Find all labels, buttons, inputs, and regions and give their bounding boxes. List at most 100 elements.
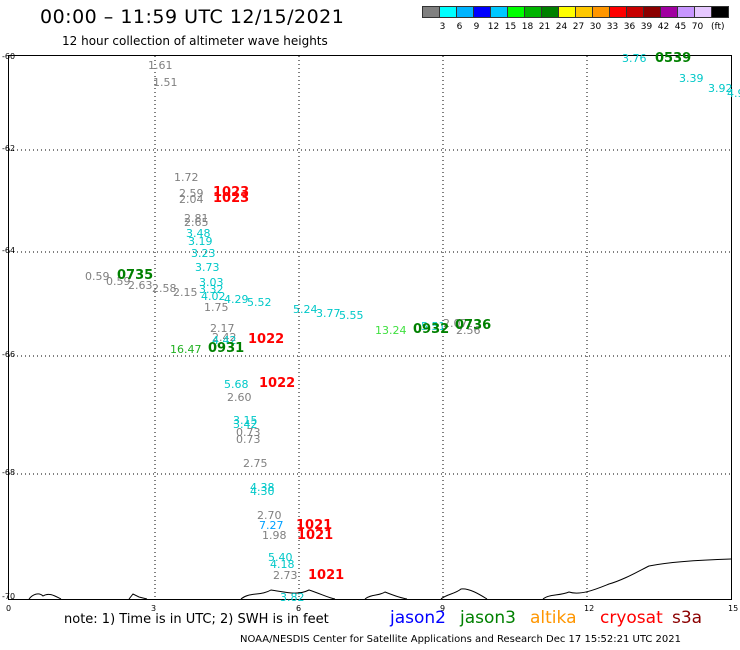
legend-swatch: [643, 6, 661, 18]
wave-height-label: 3.77: [316, 307, 341, 320]
wave-height-label: 3.19: [188, 235, 213, 248]
legend-swatch: [694, 6, 712, 18]
wave-height-label: 2.63: [128, 279, 153, 292]
wave-height-label: 5.52: [247, 296, 272, 309]
lat-label: -70: [2, 592, 16, 601]
legend-label: 27: [572, 22, 585, 32]
wave-height-label: 2.42: [212, 331, 237, 344]
wave-height-label: 3.92: [708, 82, 733, 95]
wave-height-label: 3.73: [195, 261, 220, 274]
legend-swatch: [541, 6, 559, 18]
legend-swatch: [609, 6, 627, 18]
footer-note: note: 1) Time is in UTC; 2) SWH is in fe…: [64, 612, 329, 627]
legend-swatch: [558, 6, 576, 18]
legend-label: 15: [504, 22, 517, 32]
wave-height-label: 0.73: [236, 426, 261, 439]
page-title: 00:00 – 11:59 UTC 12/15/2021: [40, 6, 345, 28]
wave-height-label: 2.04: [179, 193, 204, 206]
wave-height-label: 5.24: [293, 303, 318, 316]
legend-swatch: [711, 6, 729, 18]
credit-line: NOAA/NESDIS Center for Satellite Applica…: [240, 634, 682, 645]
wave-height-label: 5.68: [224, 378, 249, 391]
color-scale-legend: [422, 6, 729, 18]
wave-height-label: 3.23: [191, 247, 216, 260]
legend-swatch: [677, 6, 695, 18]
wave-height-label: 2.70: [257, 509, 282, 522]
lat-label: -64: [2, 246, 16, 255]
wave-height-label: 4.18: [270, 558, 295, 571]
wave-height-label: 2.56: [456, 324, 481, 337]
pass-time-label: 1021: [296, 518, 333, 533]
wave-height-label: 2.73: [273, 569, 298, 582]
pass-time-label: 0539: [655, 51, 692, 66]
lon-label: 0: [6, 604, 12, 613]
wave-height-label: 3.82: [280, 591, 305, 604]
satellite-jason3: jason3: [460, 608, 516, 628]
wave-height-label: 2.59: [179, 187, 204, 200]
legend-label: 70: [691, 22, 704, 32]
legend-label: 9: [473, 22, 480, 32]
legend-swatch: [473, 6, 491, 18]
wave-height-label: 2.17: [210, 322, 235, 335]
wave-height-label: 1.98: [262, 529, 287, 542]
wave-height-label: 3.03: [199, 276, 224, 289]
legend-label: 33: [606, 22, 619, 32]
legend-swatch: [456, 6, 474, 18]
lon-label: 6: [296, 604, 302, 613]
wave-height-label: 3.15: [233, 414, 258, 427]
pass-time-label: 0735: [117, 268, 154, 283]
pass-time-label: 1021: [308, 568, 345, 583]
coastline: [28, 558, 731, 599]
lon-label: 12: [584, 604, 595, 613]
wave-height-label: 0.59: [85, 270, 110, 283]
satellite-jason2: jason2: [390, 608, 446, 628]
legend-swatch: [422, 6, 440, 18]
legend-label: 24: [555, 22, 568, 32]
legend-label: 39: [640, 22, 653, 32]
wave-height-label: 1.51: [153, 76, 178, 89]
lat-label: -66: [2, 350, 16, 359]
wave-height-label: 3.42: [233, 418, 258, 431]
legend-swatch: [575, 6, 593, 18]
satellite-cryosat: cryosat: [600, 608, 663, 628]
wave-height-label: 2.58: [152, 282, 177, 295]
legend-label: 30: [589, 22, 602, 32]
pass-time-label: 0931: [208, 341, 245, 356]
wave-height-label: 5.51: [421, 320, 446, 333]
wave-height-label: 13.24: [375, 324, 407, 337]
legend-label: 36: [623, 22, 636, 32]
legend-swatch: [524, 6, 542, 18]
wave-height-label: 5.40: [268, 551, 293, 564]
wave-height-label: 4.02: [201, 290, 226, 303]
pass-time-label: 1023: [213, 191, 250, 206]
wave-height-label: 1.72: [174, 171, 199, 184]
legend-label: 45: [674, 22, 687, 32]
legend-swatch: [592, 6, 610, 18]
wave-height-label: 3.48: [186, 227, 211, 240]
pass-time-label: 1021: [297, 528, 334, 543]
legend-swatch: [490, 6, 508, 18]
wave-height-label: 2.65: [184, 216, 209, 229]
wave-height-label: 0.59: [106, 275, 131, 288]
legend-swatch: [439, 6, 457, 18]
lon-label: 15: [728, 604, 739, 613]
pass-time-label: 0736: [455, 318, 492, 333]
wave-height-label: 4.38: [250, 481, 275, 494]
lat-label: -60: [2, 52, 16, 61]
wave-height-label: 1.75: [204, 301, 229, 314]
legend-swatch: [660, 6, 678, 18]
wave-height-label: 2.15: [173, 286, 198, 299]
legend-swatch: [626, 6, 644, 18]
wave-height-label: 4.42: [212, 334, 237, 347]
wave-height-label: 0.73: [236, 433, 261, 446]
legend-label: 6: [456, 22, 463, 32]
pass-time-label: 0932: [413, 322, 450, 337]
wave-height-label: 2.75: [243, 457, 268, 470]
map-grid: [9, 56, 731, 599]
color-scale-unit: (ft): [711, 22, 725, 32]
map-panel: [8, 55, 732, 600]
legend-label: 21: [538, 22, 551, 32]
legend-swatch: [507, 6, 525, 18]
pass-time-label: 1023: [213, 185, 250, 200]
lat-label: -68: [2, 468, 16, 477]
